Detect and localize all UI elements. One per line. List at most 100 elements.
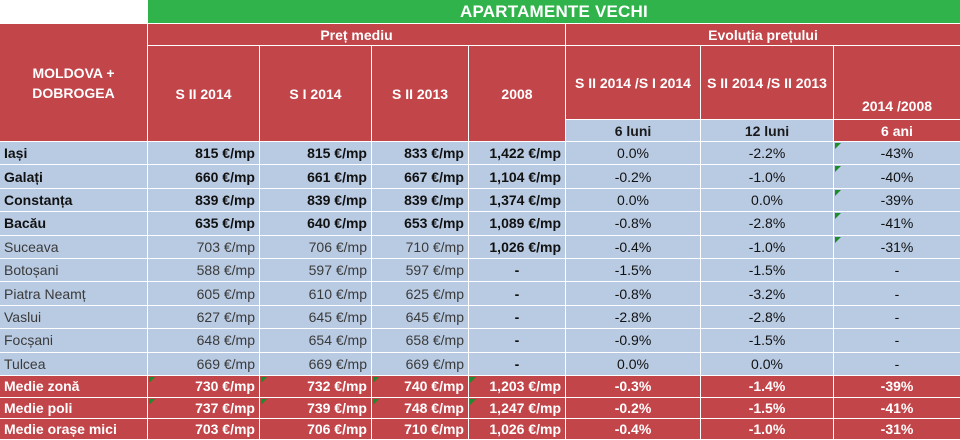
price-s1-2014: 669 €/mp: [260, 352, 372, 376]
change-12m: 0.0%: [701, 188, 834, 213]
price-2008: 1,026 €/mp: [469, 235, 566, 259]
change-since-2008: -: [834, 258, 960, 283]
change-since-2008: -: [834, 352, 960, 376]
price-s2-2014: 660 €/mp: [148, 165, 260, 189]
change-12m: -1.0%: [701, 235, 834, 259]
change-since-2008: -: [834, 305, 960, 330]
price-2008: 1,089 €/mp: [469, 212, 566, 236]
change-6m: -0.2%: [566, 165, 701, 189]
summary-label: Medie zonă: [0, 375, 148, 398]
change-12m: -1.5%: [701, 397, 834, 419]
change-since-2008: -: [834, 329, 960, 353]
change-12m: -1.0%: [701, 165, 834, 189]
change-6m: -0.2%: [566, 397, 701, 419]
change-12m: -1.5%: [701, 329, 834, 353]
change-6m: 0.0%: [566, 142, 701, 166]
price-s1-2014: 839 €/mp: [260, 188, 372, 213]
price-s2-2014: 588 €/mp: [148, 258, 260, 283]
price-s2-2013: 833 €/mp: [372, 142, 469, 166]
price-s1-2014: 645 €/mp: [260, 305, 372, 330]
group-price-evolution: Evoluția prețului: [566, 24, 960, 46]
period-6-months: 6 luni: [566, 120, 701, 142]
change-6m: -0.4%: [566, 418, 701, 440]
price-s2-2013: 710 €/mp: [372, 235, 469, 259]
price-s1-2014: 610 €/mp: [260, 282, 372, 306]
price-2008: -: [469, 282, 566, 306]
price-2008: 1,422 €/mp: [469, 142, 566, 166]
price-s2-2014: 815 €/mp: [148, 142, 260, 166]
price-2008: 1,203 €/mp: [469, 375, 566, 398]
change-12m: -2.2%: [701, 142, 834, 166]
change-12m: -1.5%: [701, 258, 834, 283]
change-6m: -1.5%: [566, 258, 701, 283]
col-s1-2014: S I 2014: [260, 46, 372, 142]
price-s2-2013: 669 €/mp: [372, 352, 469, 376]
price-2008: 1,247 €/mp: [469, 397, 566, 419]
change-6m: 0.0%: [566, 352, 701, 376]
price-2008: -: [469, 329, 566, 353]
price-2008: 1,026 €/mp: [469, 418, 566, 440]
city-name: Galați: [0, 165, 148, 189]
price-2008: -: [469, 352, 566, 376]
price-s2-2014: 730 €/mp: [148, 375, 260, 398]
col-change-12m: S II 2014 /S II 2013: [701, 46, 834, 120]
change-12m: -1.0%: [701, 418, 834, 440]
price-s2-2014: 627 €/mp: [148, 305, 260, 330]
city-name: Botoșani: [0, 258, 148, 283]
group-avg-price: Preț mediu: [148, 24, 566, 46]
change-6m: -2.8%: [566, 305, 701, 330]
price-s2-2013: 710 €/mp: [372, 418, 469, 440]
change-12m: -2.8%: [701, 212, 834, 236]
price-s1-2014: 815 €/mp: [260, 142, 372, 166]
city-name: Vaslui: [0, 305, 148, 330]
change-since-2008: -31%: [834, 418, 960, 440]
price-s2-2013: 748 €/mp: [372, 397, 469, 419]
price-s1-2014: 706 €/mp: [260, 235, 372, 259]
change-since-2008: -39%: [834, 375, 960, 398]
price-s2-2013: 653 €/mp: [372, 212, 469, 236]
period-12-months: 12 luni: [701, 120, 834, 142]
price-s1-2014: 640 €/mp: [260, 212, 372, 236]
period-6-years: 6 ani: [834, 120, 960, 142]
col-s2-2014: S II 2014: [148, 46, 260, 142]
price-s1-2014: 654 €/mp: [260, 329, 372, 353]
change-since-2008: -43%: [834, 142, 960, 166]
price-s1-2014: 739 €/mp: [260, 397, 372, 419]
price-2008: 1,374 €/mp: [469, 188, 566, 213]
city-name: Piatra Neamț: [0, 282, 148, 306]
price-s2-2014: 703 €/mp: [148, 418, 260, 440]
change-12m: -2.8%: [701, 305, 834, 330]
city-name: Iași: [0, 142, 148, 166]
col-change-2008: 2014 /2008: [834, 46, 960, 120]
price-s2-2014: 635 €/mp: [148, 212, 260, 236]
price-s1-2014: 661 €/mp: [260, 165, 372, 189]
price-s1-2014: 706 €/mp: [260, 418, 372, 440]
price-s2-2013: 645 €/mp: [372, 305, 469, 330]
price-s1-2014: 732 €/mp: [260, 375, 372, 398]
city-name: Suceava: [0, 235, 148, 259]
summary-label: Medie orașe mici: [0, 418, 148, 440]
change-12m: -3.2%: [701, 282, 834, 306]
city-name: Constanța: [0, 188, 148, 213]
change-6m: -0.3%: [566, 375, 701, 398]
price-s2-2014: 703 €/mp: [148, 235, 260, 259]
price-s2-2013: 597 €/mp: [372, 258, 469, 283]
price-s2-2014: 839 €/mp: [148, 188, 260, 213]
table-title: APARTAMENTE VECHI: [148, 0, 960, 24]
city-name: Focșani: [0, 329, 148, 353]
price-s2-2013: 667 €/mp: [372, 165, 469, 189]
price-2008: 1,104 €/mp: [469, 165, 566, 189]
change-since-2008: -40%: [834, 165, 960, 189]
col-s2-2013: S II 2013: [372, 46, 469, 142]
price-s2-2013: 839 €/mp: [372, 188, 469, 213]
change-6m: -0.8%: [566, 212, 701, 236]
col-change-6m: S II 2014 /S I 2014: [566, 46, 701, 120]
price-s2-2014: 669 €/mp: [148, 352, 260, 376]
change-since-2008: -31%: [834, 235, 960, 259]
city-name: Bacău: [0, 212, 148, 236]
region-header: MOLDOVA + DOBROGEA: [0, 24, 148, 142]
change-since-2008: -41%: [834, 397, 960, 419]
price-s2-2014: 648 €/mp: [148, 329, 260, 353]
change-6m: 0.0%: [566, 188, 701, 213]
